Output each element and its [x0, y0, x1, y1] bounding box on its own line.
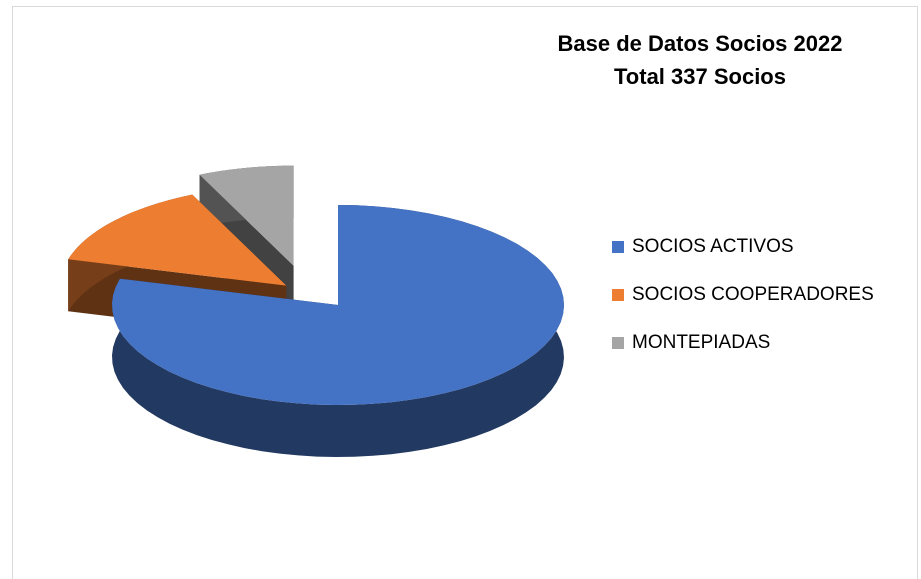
slice [199, 165, 294, 266]
slice [112, 205, 564, 457]
legend-swatch [612, 241, 624, 253]
slice [68, 194, 287, 286]
legend-swatch [612, 337, 624, 349]
legend-label: SOCIOS COOPERADORES [632, 284, 874, 305]
legend-label: MONTEPIADAS [632, 332, 770, 353]
chart-title: Total 337 Socios [614, 64, 786, 89]
slice [112, 205, 564, 405]
legend-label: SOCIOS ACTIVOS [632, 236, 794, 257]
legend-swatch [612, 289, 624, 301]
chart-title: Base de Datos Socios 2022 [558, 31, 843, 56]
